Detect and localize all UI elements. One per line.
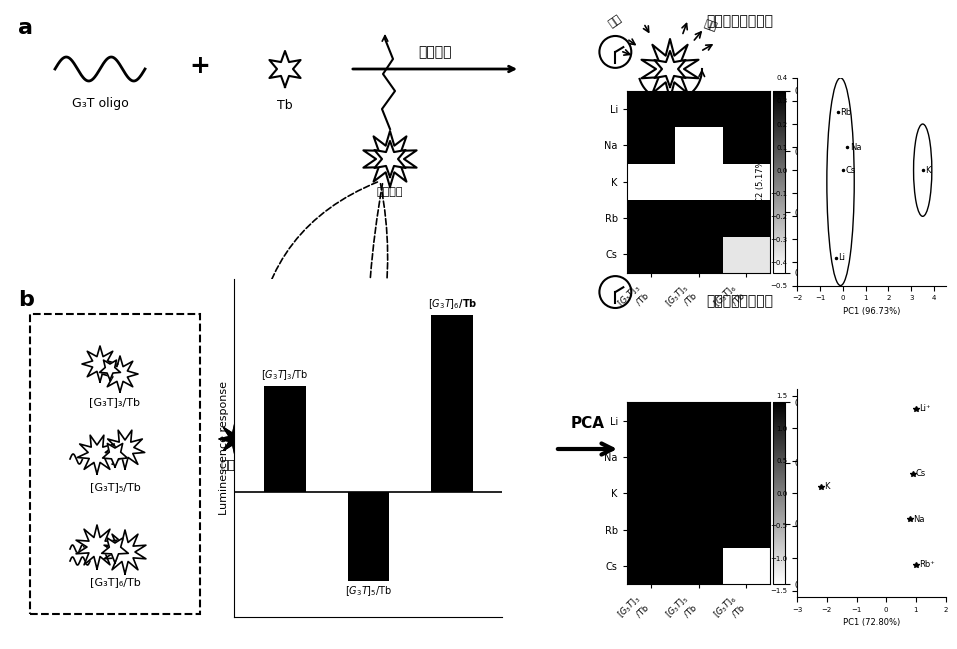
Text: K: K <box>925 165 930 175</box>
Polygon shape <box>101 537 128 563</box>
Polygon shape <box>76 525 118 569</box>
Text: Rb⁺: Rb⁺ <box>919 560 935 569</box>
Text: 激发: 激发 <box>607 13 623 29</box>
Bar <box>347 492 389 581</box>
Text: G₃T oligo: G₃T oligo <box>72 97 128 110</box>
Text: PCA: PCA <box>571 416 605 431</box>
Text: b: b <box>18 290 33 310</box>
Text: +: + <box>189 54 211 78</box>
Polygon shape <box>78 435 117 474</box>
Text: Na: Na <box>850 143 861 152</box>
Text: Na: Na <box>913 515 924 524</box>
Polygon shape <box>374 141 406 177</box>
Text: $[G_3T]_6$/Tb: $[G_3T]_6$/Tb <box>428 297 477 311</box>
Y-axis label: PC2 (5.17%): PC2 (5.17%) <box>756 156 765 208</box>
X-axis label: PC1 (96.73%): PC1 (96.73%) <box>843 307 900 316</box>
Polygon shape <box>82 346 118 382</box>
Y-axis label: Luminescence response: Luminescence response <box>219 381 229 515</box>
Text: [G₃T]₃/Tb: [G₃T]₃/Tb <box>90 397 141 407</box>
Text: Cs: Cs <box>845 165 856 175</box>
Bar <box>30 314 200 614</box>
Text: $[G_3T]_5$/Tb: $[G_3T]_5$/Tb <box>345 585 392 598</box>
Polygon shape <box>102 356 138 392</box>
Bar <box>432 315 473 492</box>
Text: Li: Li <box>838 253 845 262</box>
Bar <box>264 386 305 492</box>
Text: [G₃T]₅/Tb: [G₃T]₅/Tb <box>90 482 141 492</box>
Text: K: K <box>824 482 830 491</box>
Text: [G₃T]₆/Tb: [G₃T]₆/Tb <box>90 577 141 587</box>
Text: 能量转移: 能量转移 <box>655 121 685 134</box>
Text: 时间分辐信号输出: 时间分辐信号输出 <box>706 14 773 28</box>
Text: 天线作用: 天线作用 <box>418 45 452 59</box>
Polygon shape <box>104 530 145 574</box>
Text: Li⁺: Li⁺ <box>919 404 930 413</box>
Y-axis label: PC2 (23.39%): PC2 (23.39%) <box>756 465 765 522</box>
Text: Tb: Tb <box>278 99 293 112</box>
Polygon shape <box>105 430 145 469</box>
Text: 金属离子: 金属离子 <box>220 459 250 472</box>
Text: $[G_3T]_3$/Tb: $[G_3T]_3$/Tb <box>261 368 308 382</box>
Text: a: a <box>18 18 33 38</box>
Polygon shape <box>364 131 416 187</box>
X-axis label: PC1 (72.80%): PC1 (72.80%) <box>843 618 900 628</box>
Polygon shape <box>102 443 127 467</box>
Text: Rb: Rb <box>840 108 852 117</box>
Polygon shape <box>100 360 121 380</box>
Text: 能量转移: 能量转移 <box>377 187 403 197</box>
Polygon shape <box>655 51 685 87</box>
Text: 荧光: 荧光 <box>702 19 718 33</box>
Polygon shape <box>641 39 699 99</box>
Text: Cs: Cs <box>916 469 926 478</box>
Polygon shape <box>270 51 300 87</box>
Text: 荧光寿命信号输出: 荧光寿命信号输出 <box>706 294 773 308</box>
Polygon shape <box>219 423 251 455</box>
